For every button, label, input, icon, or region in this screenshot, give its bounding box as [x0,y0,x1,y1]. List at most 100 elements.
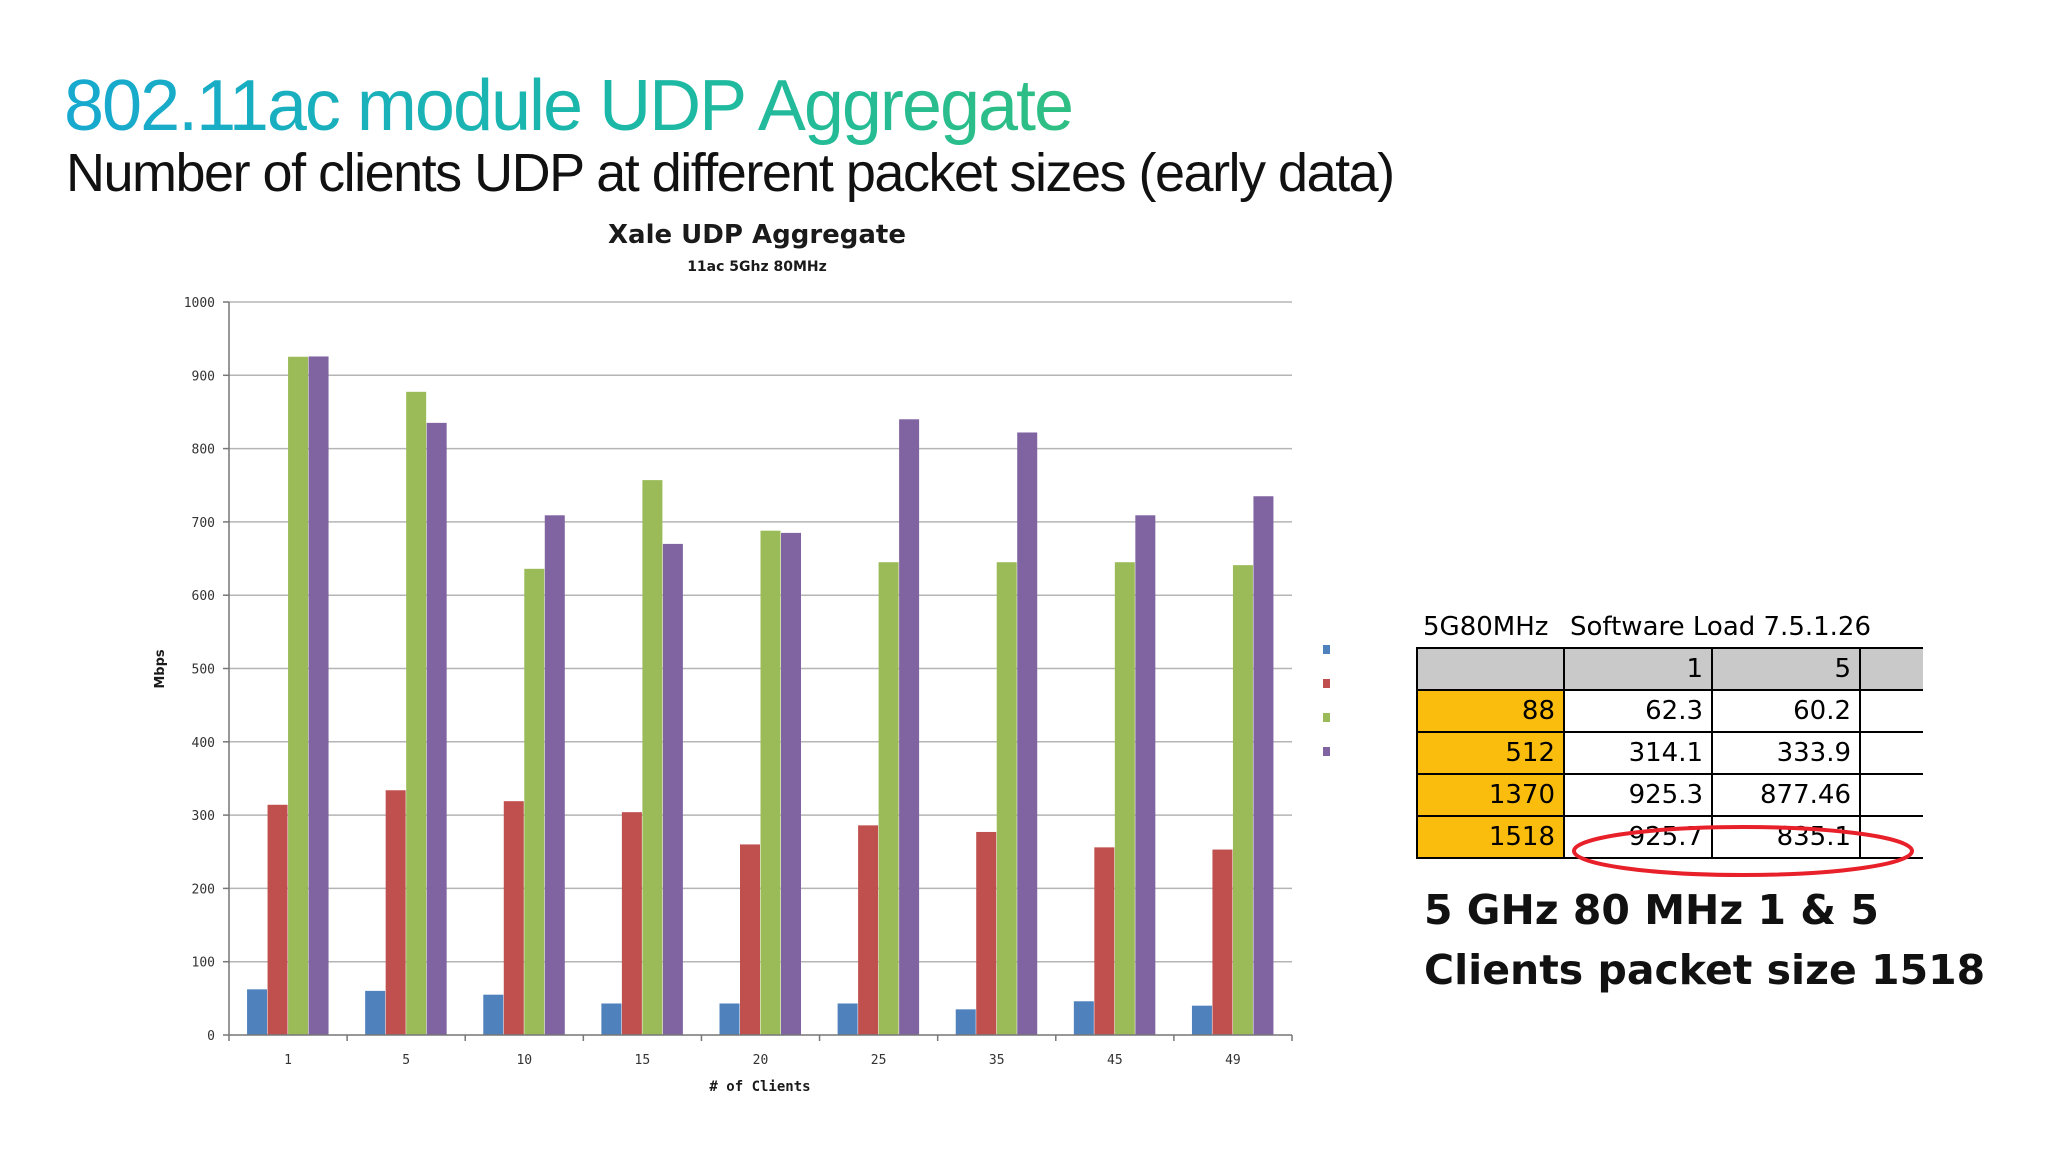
y-tick-label: 400 [192,736,215,751]
bar-1370-35 [996,562,1017,1035]
legend-swatch-512 [1323,679,1330,688]
legend: 8851213701518 [1323,645,1330,756]
table-corner: 5G80MHz [1417,606,1564,648]
y-tick-label: 200 [192,882,215,897]
bar-512-1 [267,804,288,1035]
note-line-2: Clients packet size 1518 [1424,946,1986,994]
bar-1370-20 [760,530,781,1035]
bars [247,356,1274,1036]
bar-chart: Xale UDP Aggregate 11ac 5Ghz 80MHz Mbps … [153,220,1330,1095]
bar-512-15 [621,812,642,1035]
slide-title: 802.11ac module UDP Aggregate [64,66,1074,146]
chart-subtitle: 11ac 5Ghz 80MHz [687,259,827,275]
x-tick-label: 35 [989,1053,1005,1068]
table-row: 1370 925.3 877.46 [1416,773,1923,817]
bar-1518-5 [426,422,447,1035]
bar-88-20 [719,1003,740,1035]
table-row-label: 512 [1416,731,1565,775]
table-cell: 925.7 [1563,815,1713,859]
x-tick-label: 5 [402,1053,410,1068]
table-cell: 333.9 [1711,731,1861,775]
x-tick-label: 25 [871,1053,887,1068]
table-cell-empty [1859,773,1923,817]
bar-512-20 [740,844,760,1035]
table-cell-empty [1859,731,1923,775]
bar-1518-49 [1253,496,1274,1035]
bar-512-25 [858,825,879,1035]
bar-88-1 [247,989,268,1035]
bar-1370-1 [288,356,309,1035]
table-cell: 62.3 [1563,689,1713,733]
slide-subtitle: Number of clients UDP at different packe… [66,143,1395,203]
note-line-1: 5 GHz 80 MHz 1 & 5 [1424,886,1879,934]
table-row-label: 88 [1416,689,1565,733]
bar-1370-49 [1232,565,1253,1035]
table-row-label: 1370 [1416,773,1565,817]
y-axis-label: Mbps [153,649,168,689]
x-tick-label: 1 [284,1053,292,1068]
bar-88-45 [1073,1001,1094,1035]
x-tick-label: 15 [635,1053,651,1068]
table-cell: 925.3 [1563,773,1713,817]
table-software-load: Software Load 7.5.1.26 [1564,606,1923,648]
bar-1518-15 [662,543,683,1035]
table-row: 88 62.3 60.2 [1416,689,1923,733]
table-cell: 314.1 [1563,731,1713,775]
table-column-5: 5 [1711,647,1861,691]
table-row: 1518 925.7 835.1 [1416,815,1923,859]
table-column-1: 1 [1563,647,1713,691]
bar-88-15 [601,1003,622,1035]
bar-88-25 [837,1003,858,1035]
bar-88-35 [955,1009,976,1035]
table-columns-row: 1 5 [1416,647,1923,691]
bar-88-5 [365,990,386,1035]
legend-swatch-88 [1323,645,1330,654]
bar-88-10 [483,994,504,1035]
bar-512-5 [385,790,406,1035]
table-column-blank [1416,647,1565,691]
legend-swatch-1518 [1323,747,1330,756]
y-tick-label: 800 [192,443,215,458]
y-tick-label: 300 [192,809,215,824]
bar-1518-1 [308,356,329,1035]
y-tick-label: 500 [192,663,215,678]
bar-1518-20 [781,532,801,1035]
y-tick-label: 900 [192,369,215,384]
table-header-row: 5G80MHz Software Load 7.5.1.26 [1417,606,1923,648]
highlight-ellipse [1572,825,1914,877]
x-axis-label: # of Clients [709,1079,810,1095]
table-cell-empty [1859,689,1923,733]
y-tick-label: 100 [192,956,215,971]
x-tick-label: 49 [1225,1053,1241,1068]
y-tick-label: 0 [207,1029,215,1044]
bar-512-49 [1212,849,1233,1035]
bar-512-10 [503,801,524,1035]
table-cell: 835.1 [1711,815,1861,859]
bar-1370-5 [406,391,427,1036]
table-column-blank-end [1859,647,1923,691]
bar-1518-45 [1135,515,1156,1035]
table-row: 512 314.1 333.9 [1416,731,1923,775]
bar-1370-15 [642,480,663,1035]
legend-swatch-1370 [1323,713,1330,722]
x-tick-label: 20 [753,1053,769,1068]
bar-512-35 [976,831,997,1035]
table-cell: 60.2 [1711,689,1861,733]
y-tick-label: 600 [192,589,215,604]
x-tick-label: 10 [516,1053,532,1068]
bar-1370-10 [524,568,545,1035]
bar-1518-35 [1017,432,1038,1035]
bar-1518-10 [544,515,565,1035]
bar-88-49 [1191,1005,1212,1035]
bar-1370-45 [1114,562,1135,1035]
table-row-label: 1518 [1416,815,1565,859]
y-tick-label: 1000 [184,296,215,311]
y-tick-label: 700 [192,516,215,531]
bar-512-45 [1094,847,1115,1035]
results-table: 5G80MHz Software Load 7.5.1.26 1 5 88 62… [1416,606,1923,859]
bar-1370-25 [878,562,899,1035]
x-tick-label: 45 [1107,1053,1123,1068]
bar-1518-25 [899,419,920,1035]
table-cell: 877.46 [1711,773,1861,817]
